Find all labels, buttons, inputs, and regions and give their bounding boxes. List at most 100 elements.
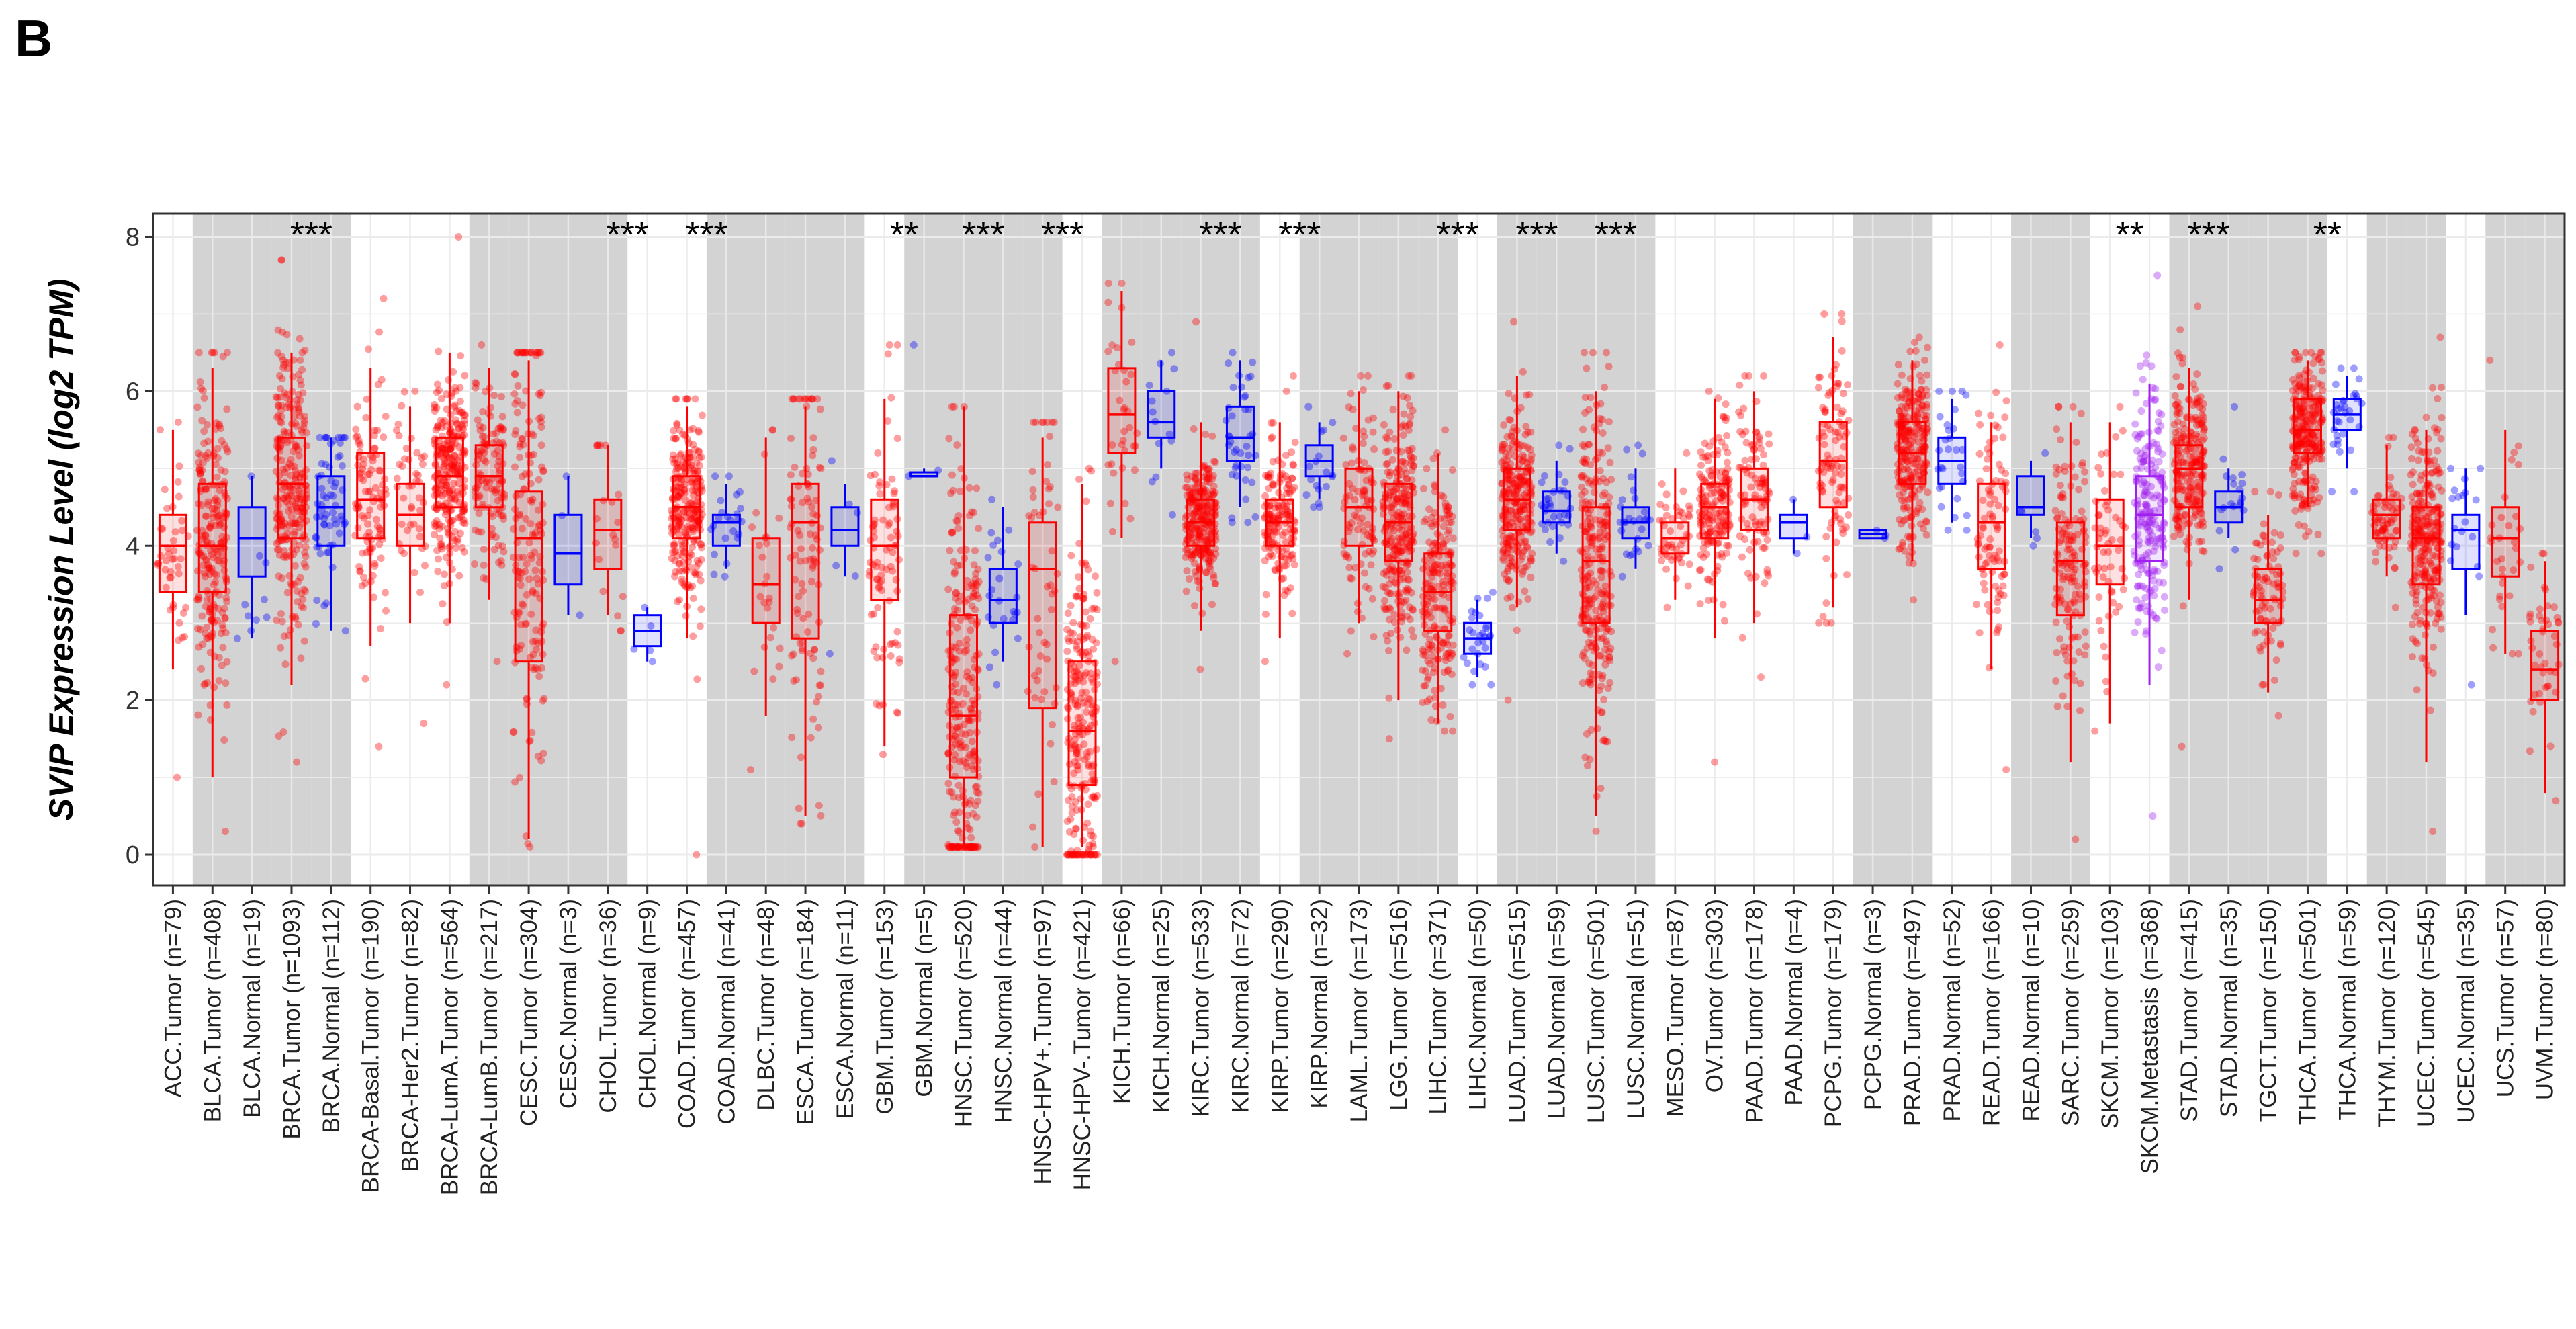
data-point — [535, 390, 543, 398]
data-point — [175, 492, 183, 500]
data-point — [950, 793, 957, 800]
data-point — [1230, 384, 1237, 391]
data-point — [1404, 394, 1411, 402]
data-point — [674, 598, 681, 605]
data-point — [1604, 738, 1611, 745]
data-point — [1683, 449, 1690, 457]
data-point — [283, 552, 290, 559]
box — [871, 499, 898, 599]
data-point — [994, 537, 1002, 544]
significance-label: *** — [607, 214, 649, 255]
data-point — [964, 812, 971, 819]
data-point — [537, 423, 545, 431]
data-point — [1581, 349, 1588, 356]
x-tick-label: LIHC.Normal (n=50) — [1465, 899, 1491, 1110]
data-point — [472, 527, 479, 534]
data-point — [322, 434, 329, 441]
data-point — [1082, 561, 1090, 568]
data-point — [1589, 349, 1597, 356]
data-point — [1519, 368, 1527, 376]
data-point — [891, 490, 898, 497]
data-point — [514, 397, 521, 404]
data-point — [1069, 619, 1077, 626]
data-point — [1406, 402, 1413, 409]
data-point — [955, 782, 963, 789]
data-point — [1815, 374, 1822, 381]
data-point — [1541, 472, 1548, 480]
data-point — [1069, 637, 1077, 644]
data-point — [1054, 504, 1061, 511]
data-point — [1423, 465, 1430, 472]
data-point — [329, 564, 337, 571]
data-point — [213, 419, 220, 427]
data-point — [1083, 632, 1091, 639]
data-point — [1605, 653, 1613, 660]
data-point — [1242, 476, 1249, 484]
data-point — [1249, 359, 1256, 366]
data-point — [1085, 800, 1092, 808]
data-point — [1235, 372, 1243, 379]
data-point — [789, 395, 796, 402]
data-point — [245, 612, 252, 619]
data-point — [1380, 421, 1388, 429]
data-point — [217, 466, 224, 474]
data-point — [302, 553, 310, 560]
data-point — [671, 542, 678, 549]
data-point — [313, 597, 320, 604]
data-point — [434, 568, 441, 575]
data-point — [1686, 560, 1693, 568]
data-point — [1104, 299, 1112, 306]
data-point — [1538, 478, 1546, 486]
data-point — [975, 525, 982, 532]
data-point — [1720, 601, 1727, 609]
data-point — [1426, 695, 1433, 703]
data-point — [1251, 513, 1259, 521]
x-tick-label: BRCA-Her2.Tumor (n=82) — [398, 899, 424, 1172]
data-point — [985, 554, 992, 561]
data-point — [378, 376, 386, 384]
data-point — [1697, 600, 1704, 607]
data-point — [950, 812, 957, 819]
box — [318, 476, 345, 546]
data-point — [1735, 409, 1742, 416]
data-point — [219, 625, 226, 632]
significance-label: *** — [1437, 214, 1479, 255]
data-point — [852, 572, 859, 580]
data-point — [1387, 468, 1394, 476]
data-point — [1087, 851, 1095, 859]
data-point — [817, 668, 824, 675]
x-tick-label: CHOL.Tumor (n=36) — [595, 899, 621, 1113]
data-point — [1067, 816, 1074, 823]
data-point — [380, 295, 387, 302]
data-point — [1405, 372, 1412, 380]
data-point — [1270, 482, 1278, 489]
data-point — [1284, 551, 1291, 558]
data-point — [284, 589, 292, 596]
data-point — [809, 716, 817, 723]
data-point — [1505, 577, 1512, 585]
data-point — [1242, 495, 1249, 503]
data-point — [480, 574, 487, 582]
data-point — [894, 710, 901, 717]
data-point — [1519, 570, 1526, 578]
data-point — [1639, 450, 1646, 458]
data-point — [1440, 523, 1448, 530]
data-point — [1093, 639, 1100, 646]
panel-label: B — [15, 8, 52, 69]
data-point — [278, 353, 285, 360]
data-point — [1290, 372, 1297, 380]
data-point — [500, 425, 507, 433]
data-point — [365, 345, 372, 353]
data-point — [210, 452, 217, 460]
data-point — [971, 547, 979, 554]
x-tick-label: PCPG.Tumor (n=179) — [1820, 899, 1847, 1127]
data-point — [1347, 628, 1355, 635]
box — [1701, 484, 1728, 538]
x-tick-label: BRCA-Basal.Tumor (n=190) — [358, 899, 384, 1193]
data-point — [815, 724, 822, 732]
data-point — [403, 445, 410, 452]
data-point — [1765, 441, 1773, 448]
data-point — [775, 663, 783, 671]
x-tick-label: GBM.Normal (n=5) — [912, 899, 938, 1097]
data-point — [809, 446, 817, 454]
